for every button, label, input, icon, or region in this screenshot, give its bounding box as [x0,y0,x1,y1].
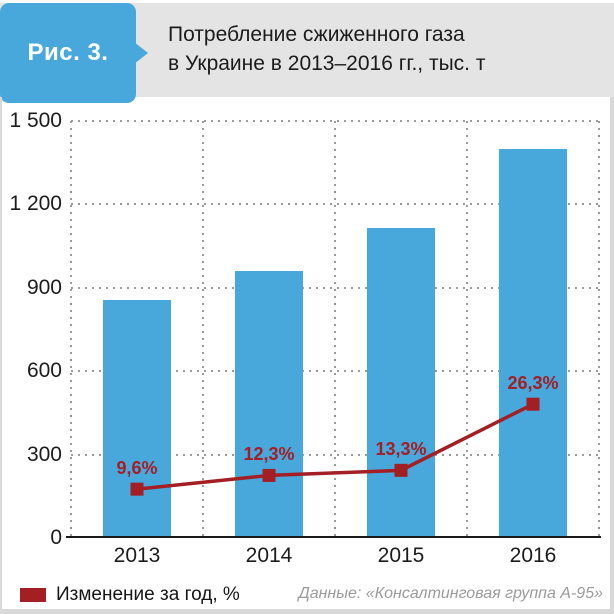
gridline-y-600 [71,370,601,373]
line-label-2014: 12,3% [243,444,295,465]
figure-badge-label: Рис. 3. [27,39,109,66]
change-line-series [130,397,540,496]
gridline-y-900 [71,286,601,289]
line-marker-2015 [394,463,408,477]
page-edge-left [0,97,2,614]
legend-swatch [20,588,46,602]
gridline-x-3 [466,121,468,538]
chart-title: Потребление сжиженного газа в Украине в … [168,20,485,78]
figure-badge-arrow-icon [134,42,148,64]
gridline-x-0 [70,121,72,538]
y-tick-label-600: 600 [26,359,62,383]
figure-badge: Рис. 3. [0,3,136,103]
plot-area: 9,6% 12,3% 13,3% 26,3% [66,120,601,538]
y-tick-label-300: 300 [26,442,62,466]
chart-title-line1: Потребление сжиженного газа [168,23,465,46]
change-line [136,402,534,491]
legend: Изменение за год, % [20,583,240,607]
gridline-y-1200 [71,203,601,206]
gridline-y-1500 [71,120,601,122]
x-axis: 2013 2014 2015 2016 [71,544,599,570]
x-axis-line [66,536,601,538]
gridline-x-2 [334,121,336,538]
x-tick-label-2016: 2016 [509,544,557,567]
line-marker-2014 [262,468,276,482]
y-tick-label-0: 0 [50,526,62,549]
x-tick-label-2015: 2015 [377,544,425,567]
source-note: Данные: «Консалтинговая группа А-95» [298,585,603,602]
bar-2014 [235,271,303,536]
y-tick-label-900: 900 [26,275,62,299]
y-axis: 1 500 1 200 900 600 300 0 [0,109,62,549]
gridline-y-300 [71,453,601,456]
page-edge-bottom [0,609,614,614]
y-tick-label-1500: 1 500 [9,109,62,132]
line-marker-2016 [526,397,540,411]
legend-label: Изменение за год, % [56,584,240,605]
page-edge-right [610,97,614,614]
line-label-2016: 26,3% [507,373,559,394]
line-label-2013: 9,6% [116,458,158,479]
chart-title-line2: в Украине в 2013–2016 гг., тыс. т [168,52,486,75]
bar-2016 [499,148,567,536]
gridline-x-4 [598,121,600,538]
line-label-2015: 13,3% [375,439,427,460]
gridline-x-1 [202,121,204,538]
line-marker-2013 [130,482,144,496]
y-tick-label-1200: 1 200 [9,192,62,216]
bar-2015 [367,228,435,536]
bar-2013 [103,300,171,536]
x-tick-label-2013: 2013 [113,544,161,567]
x-tick-label-2014: 2014 [245,544,293,567]
